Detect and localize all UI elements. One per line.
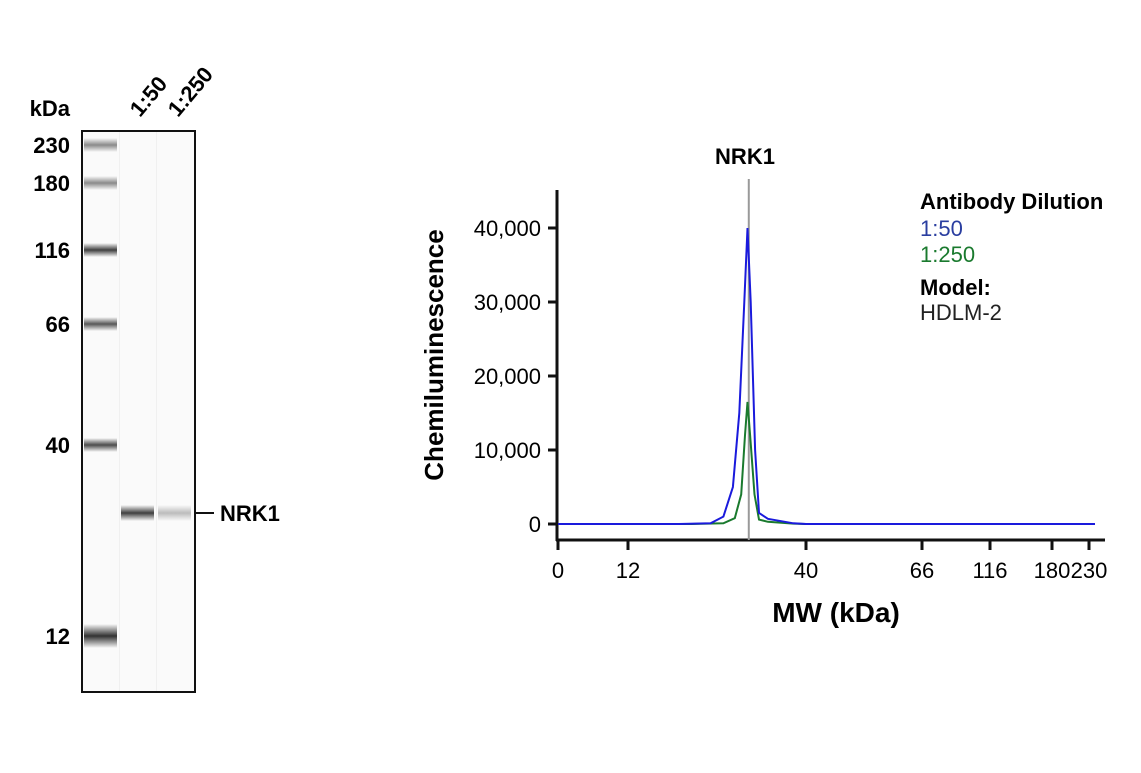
x-tick-label: 230 [1071, 558, 1108, 583]
x-tick-label: 0 [552, 558, 564, 583]
marker-label-12: 12 [46, 624, 70, 649]
marker-label-230: 230 [33, 133, 70, 158]
y-tick-label: 20,000 [474, 364, 541, 389]
legend-entry-1-250: 1:250 [920, 242, 975, 267]
x-tick-label: 116 [972, 558, 1007, 583]
marker-label-40: 40 [46, 433, 70, 458]
legend-entry-1-50: 1:50 [920, 216, 963, 241]
x-tick-label: 180 [1034, 558, 1071, 583]
x-tick-label: 66 [910, 558, 934, 583]
ladder-band-12 [84, 624, 117, 648]
series-line-1-250 [558, 401, 1095, 525]
target-band-lane-1 [121, 505, 154, 521]
kda-label: kDa [30, 96, 71, 121]
marker-label-66: 66 [46, 312, 70, 337]
lane-label-2: 1:250 [163, 62, 218, 121]
legend: Antibody Dilution 1:50 1:250 Model: HDLM… [920, 189, 1103, 325]
legend-title: Antibody Dilution [920, 189, 1103, 214]
blot-frame [81, 130, 196, 693]
ladder-band-230 [84, 138, 117, 152]
marker-label-180: 180 [33, 171, 70, 196]
target-label: NRK1 [220, 501, 280, 526]
x-tick-label: 12 [616, 558, 640, 583]
ladder-band-66 [84, 317, 117, 331]
y-tick-label: 30,000 [474, 290, 541, 315]
western-blot: kDa 1:50 1:250 230 180 116 66 40 12 NRK1 [30, 62, 280, 693]
lane-label-1: 1:50 [125, 71, 172, 121]
ladder-band-180 [84, 176, 117, 190]
y-axis-label: Chemiluminescence [419, 229, 449, 480]
ladder-band-116 [84, 243, 117, 257]
target-band-lane-2 [158, 505, 191, 521]
chart: NRK1 Chemiluminescence MW (kDa) 0 10,000 2… [419, 144, 1107, 628]
model-value: HDLM-2 [920, 300, 1002, 325]
chart-title: NRK1 [715, 144, 775, 169]
x-axis-label: MW (kDa) [772, 597, 900, 628]
y-tick-label: 0 [529, 512, 541, 537]
series-line-1-50 [558, 227, 1095, 525]
marker-label-116: 116 [35, 238, 71, 263]
ladder-band-40 [84, 438, 117, 452]
model-label: Model: [920, 275, 991, 300]
y-tick-label: 10,000 [474, 438, 541, 463]
y-tick-label: 40,000 [474, 216, 541, 241]
x-tick-label: 40 [794, 558, 818, 583]
